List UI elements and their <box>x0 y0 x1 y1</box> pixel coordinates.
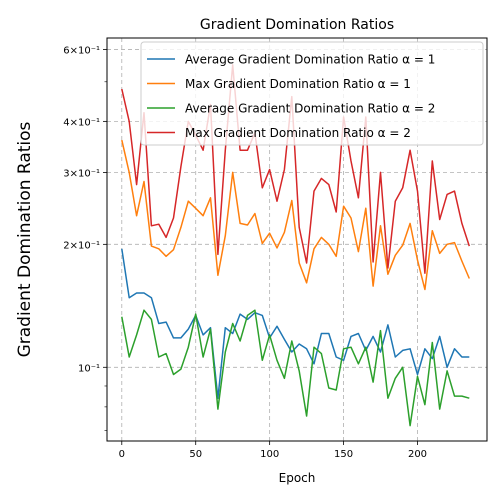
legend-box <box>140 41 484 146</box>
legend-label-3: Average Gradient Domination Ratio α = 2 <box>185 102 435 116</box>
y-tick-label: 6×10⁻¹ <box>63 45 100 56</box>
legend-label-1: Average Gradient Domination Ratio α = 1 <box>185 53 435 67</box>
x-tick-label: 100 <box>260 449 279 460</box>
series-line-1 <box>121 248 470 399</box>
series-line-3 <box>121 309 470 427</box>
series-line-4 <box>121 64 471 274</box>
x-tick-label: 0 <box>119 449 125 460</box>
plot-frame <box>106 37 488 442</box>
chart-title: Gradient Domination Ratios <box>200 17 394 33</box>
x-axis-label: Epoch <box>279 471 316 485</box>
y-axis-label: Gradient Domination Ratios <box>15 121 35 357</box>
legend-label-4: Max Gradient Domination Ratio α = 2 <box>185 126 411 140</box>
y-tick-label: 4×10⁻¹ <box>63 117 100 128</box>
y-tick-label: 2×10⁻¹ <box>63 240 100 251</box>
x-tick-label: 50 <box>189 449 202 460</box>
y-tick-label: 3×10⁻¹ <box>63 168 100 179</box>
x-tick-label: 200 <box>408 449 427 460</box>
series-lines <box>121 64 471 427</box>
y-tick-label: 10⁻¹ <box>78 363 100 374</box>
legend-label-2: Max Gradient Domination Ratio α = 1 <box>185 77 411 91</box>
x-tick-label: 150 <box>334 449 353 460</box>
legend: Average Gradient Domination Ratio α = 1 M… <box>140 41 484 146</box>
series-line-2 <box>121 139 470 291</box>
axis-ticks: 0 50 100 150 200 10⁻¹ 2×10⁻¹ 3×10⁻¹ 4×10⁻¹ 6×10⁻¹ <box>63 45 427 460</box>
